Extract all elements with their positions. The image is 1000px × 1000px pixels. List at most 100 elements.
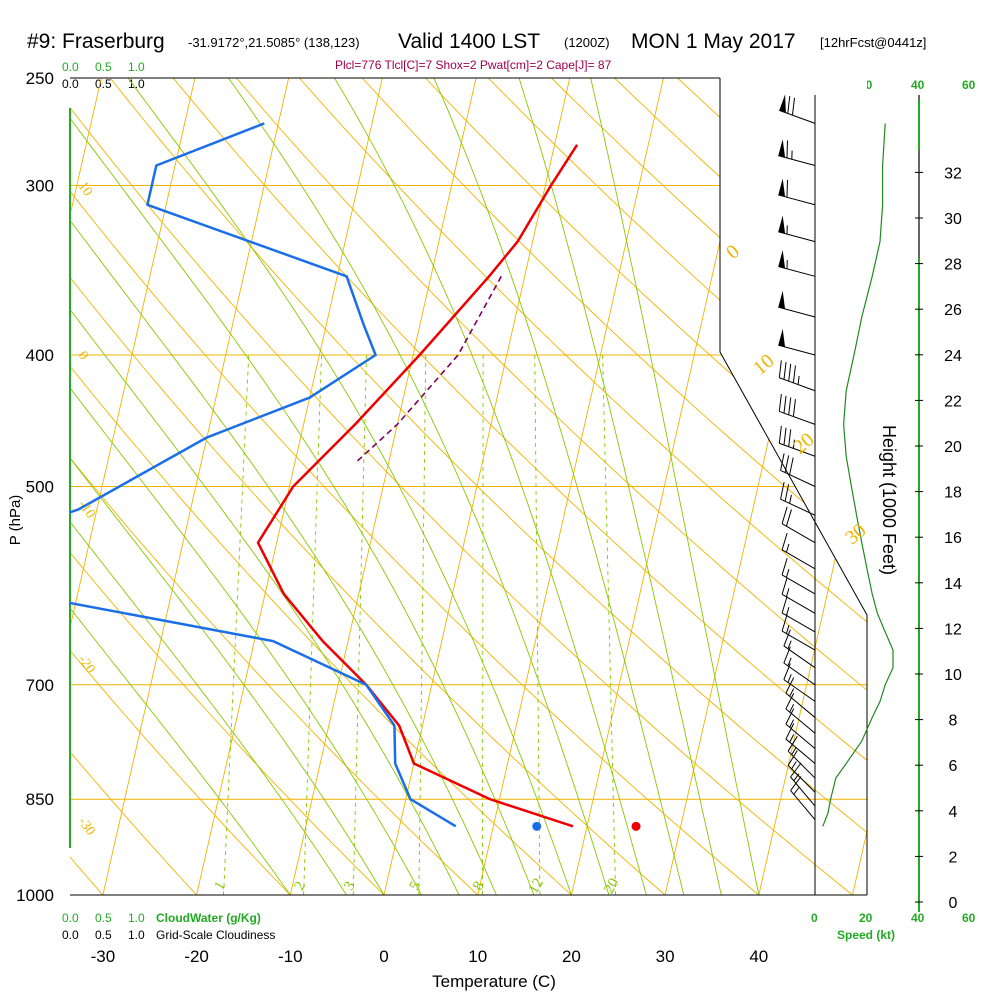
wind-barb — [778, 425, 816, 457]
cloudwater-scale-top-2: 1.0 — [128, 60, 145, 74]
isotherm — [289, 78, 477, 895]
wind-barb — [785, 723, 816, 764]
wind-barb — [778, 394, 816, 425]
dry-adiabat — [0, 78, 9, 895]
valid-zulu: (1200Z) — [564, 35, 610, 50]
cloudiness-scale-bottom-1: 0.5 — [95, 928, 112, 942]
temperature-tick-label: 40 — [749, 947, 768, 966]
mixing-ratio-label: 2 — [292, 879, 310, 893]
temperature-tick-label: -20 — [184, 947, 209, 966]
isotherm — [477, 78, 664, 895]
isotherm — [196, 78, 383, 895]
cloudwater-label: CloudWater (g/Kg) — [156, 911, 261, 925]
moist-adiabat — [70, 607, 291, 895]
valid-date: MON 1 May 2017 — [631, 30, 796, 53]
wind-barb — [778, 290, 816, 318]
isotherm-label: -20 — [75, 653, 98, 677]
stability-indices: Plcl=776 Tlcl[C]=7 Shox=2 Pwat[cm]=2 Cap… — [335, 58, 612, 72]
height-tick-label: 0 — [949, 895, 958, 912]
moist-adiabat — [70, 308, 460, 895]
dry-adiabat — [70, 365, 572, 895]
temperature-tick-label: 10 — [468, 947, 487, 966]
skewt-frame — [69, 77, 920, 912]
height-tick-label: 28 — [944, 257, 962, 274]
surface-dewpoint-marker — [532, 821, 542, 831]
dry-adiabat — [298, 78, 867, 623]
x-axis-title: Temperature (C) — [432, 972, 556, 991]
speed-bottom-60: 60 — [962, 911, 976, 925]
height-tick-label: 10 — [944, 667, 962, 684]
isotherm — [852, 829, 867, 895]
wind-barb — [781, 577, 816, 614]
wind-barb — [778, 139, 816, 166]
isotherm — [0, 78, 8, 895]
isotherm — [383, 78, 571, 895]
height-tick-label: 26 — [944, 302, 962, 319]
speed-axis-label: Speed (kt) — [837, 928, 896, 942]
height-axis-title: Height (1000 Feet) — [879, 425, 899, 575]
wind-barb — [780, 453, 816, 487]
isotherm-label: -30 — [75, 815, 98, 839]
isotherm — [70, 78, 196, 630]
dewpoint-profile — [70, 122, 457, 828]
cloudwater-scale-bottom-2: 1.0 — [128, 911, 145, 925]
pressure-tick-label: 850 — [26, 790, 54, 809]
wind-barb — [778, 250, 816, 277]
pressure-tick-label: 1000 — [16, 886, 54, 905]
dry-adiabat — [70, 751, 197, 895]
cloudiness-scale-top-0: 0.0 — [62, 77, 79, 91]
wind-barb — [790, 762, 816, 807]
wind-barb — [778, 328, 816, 356]
speed-bottom-0: 0 — [811, 911, 818, 925]
temperature-profile — [256, 144, 579, 828]
dry-adiabat — [172, 78, 867, 761]
height-tick-label: 24 — [944, 348, 962, 365]
height-tick-label: 4 — [949, 804, 958, 821]
wind-barb — [781, 614, 816, 651]
wind-column-boundary — [719, 78, 868, 895]
valid-time: Valid 1400 LST — [398, 30, 541, 53]
temperature-tick-label: 20 — [562, 947, 581, 966]
moist-adiabat — [518, 78, 722, 895]
height-tick-label: 14 — [944, 576, 962, 593]
station-coords: -31.9172°,21.5085° (138,123) — [188, 35, 360, 50]
parcel-profile — [355, 275, 503, 463]
height-tick-label: 12 — [944, 621, 962, 638]
moist-adiabat — [228, 78, 610, 895]
wind-barb — [783, 629, 816, 669]
cloudwater-scale-top-0: 0.0 — [62, 60, 79, 74]
dry-adiabat — [70, 106, 853, 895]
wind-barb — [778, 215, 816, 243]
height-tick-label: 20 — [944, 439, 962, 456]
dry-adiabat — [361, 78, 867, 557]
station-title: #9: Fraserburg — [27, 30, 165, 53]
mixing-ratio-line — [534, 354, 541, 895]
wind-barbs — [778, 94, 894, 827]
speed-bottom-40: 40 — [911, 911, 925, 925]
wind-barb — [778, 178, 816, 206]
mixing-ratio-line — [482, 354, 484, 895]
height-tick-label: 16 — [944, 530, 962, 547]
pressure-tick-label: 300 — [26, 176, 54, 195]
cloudiness-scale-top-2: 1.0 — [128, 77, 145, 91]
mixing-ratio-line — [602, 354, 617, 895]
dry-adiabat — [993, 78, 1000, 895]
cloudiness-scale-bottom-0: 0.0 — [62, 928, 79, 942]
moist-adiabat — [433, 78, 685, 895]
height-tick-label: 32 — [944, 165, 962, 182]
pressure-tick-label: 250 — [26, 69, 54, 88]
wind-barb — [787, 750, 816, 793]
dry-adiabat — [930, 78, 1000, 895]
mixing-ratio-label: 12 — [526, 876, 547, 897]
isotherm-label: 0 — [75, 349, 91, 363]
speed-bottom-20: 20 — [859, 911, 873, 925]
dry-adiabat — [425, 78, 867, 492]
wind-column-mask — [720, 78, 867, 615]
cloudwater-scale-top-1: 0.5 — [95, 60, 112, 74]
moist-adiabat — [70, 219, 497, 895]
temperature-tick-label: 0 — [379, 947, 388, 966]
mixing-ratio-line — [303, 354, 322, 895]
dry-adiabat — [70, 649, 291, 895]
pressure-tick-label: 400 — [26, 346, 54, 365]
